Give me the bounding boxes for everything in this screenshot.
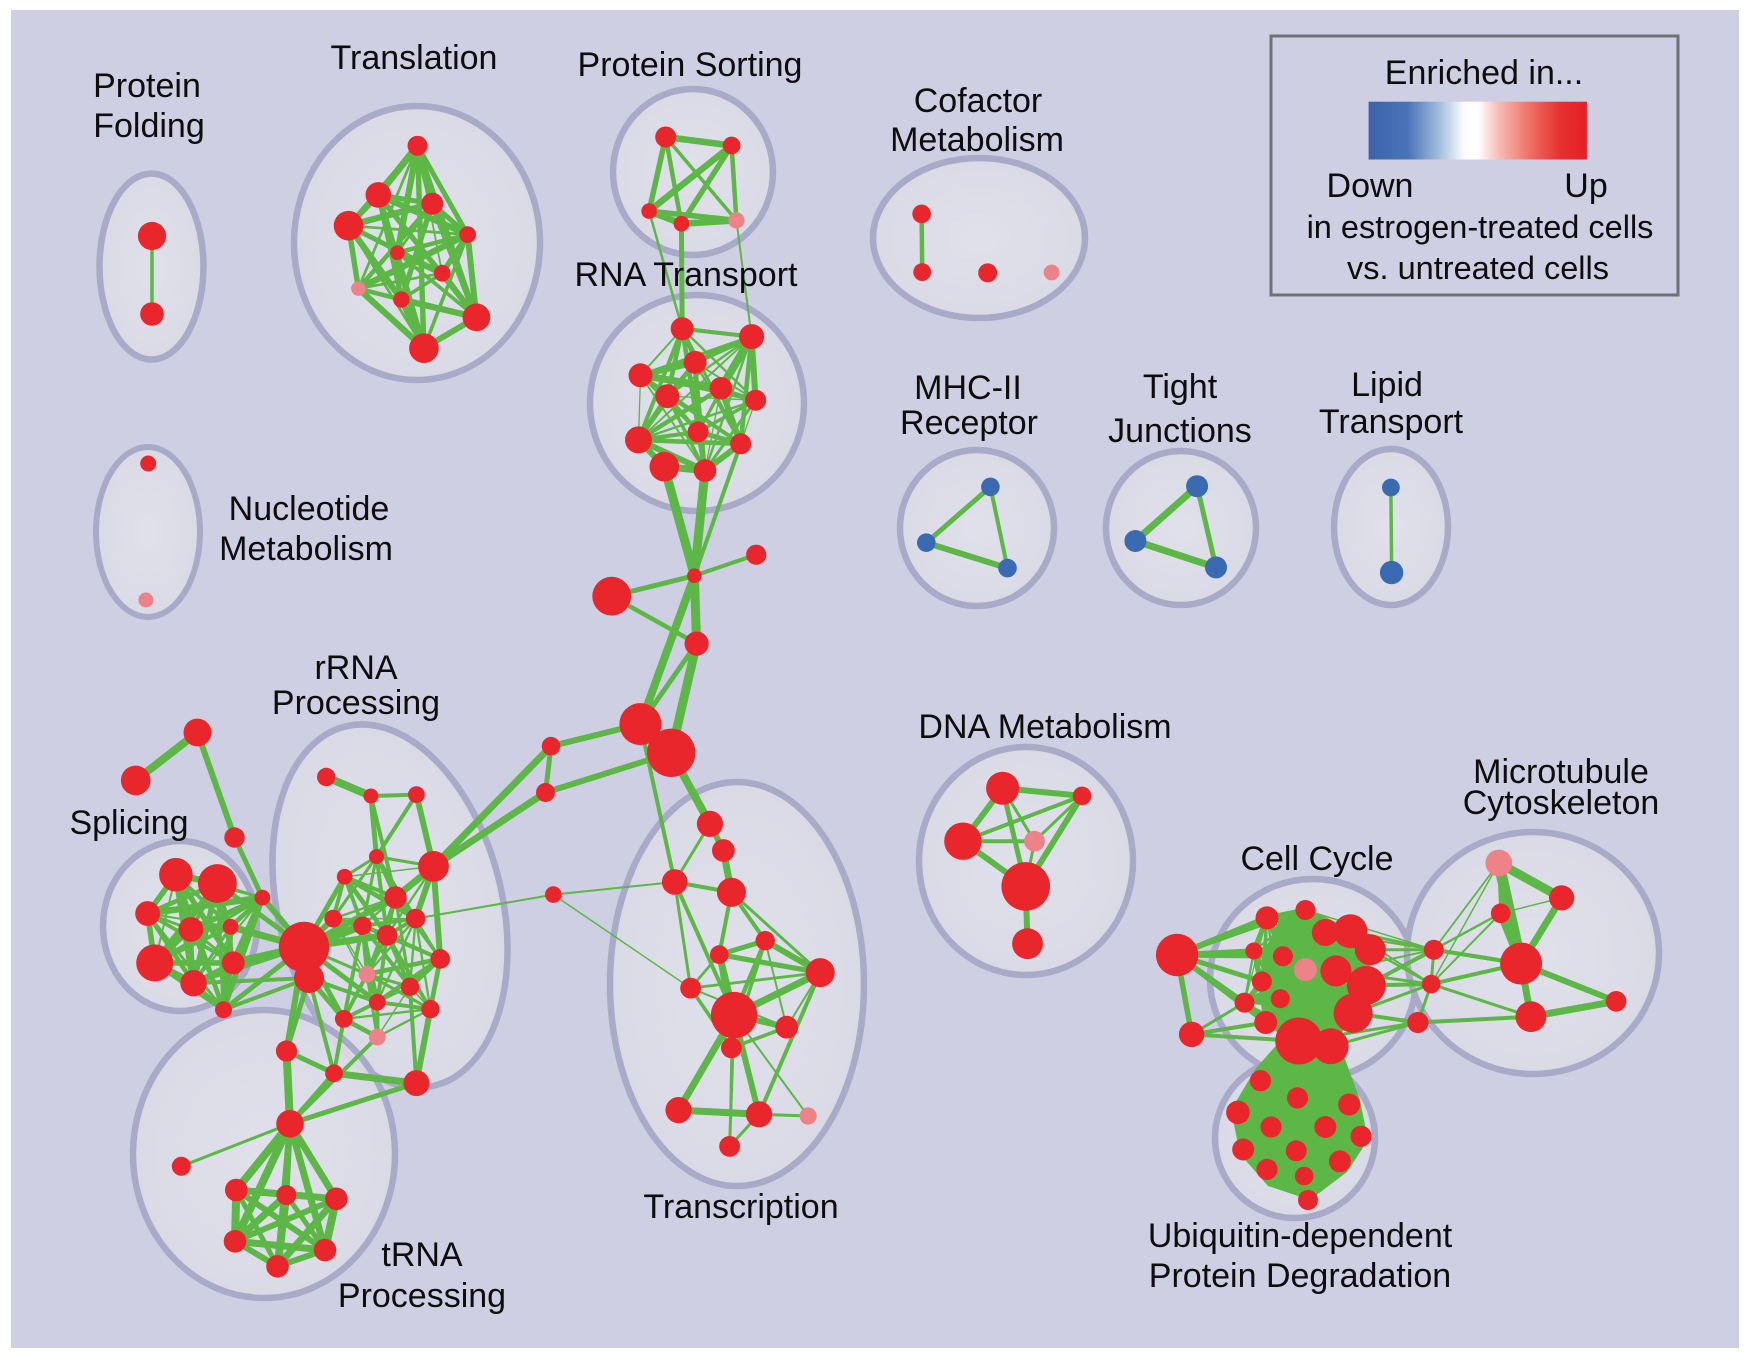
svg-text:Transport: Transport (1319, 403, 1464, 441)
svg-text:Processing: Processing (272, 684, 440, 722)
svg-text:Metabolism: Metabolism (219, 530, 393, 568)
svg-text:Up: Up (1564, 167, 1607, 205)
svg-text:Tight: Tight (1143, 368, 1218, 406)
svg-text:Enriched in...: Enriched in... (1385, 54, 1583, 92)
svg-text:Lipid: Lipid (1351, 366, 1423, 404)
svg-text:RNA Transport: RNA Transport (575, 256, 799, 294)
svg-text:tRNA: tRNA (381, 1236, 463, 1274)
svg-text:Translation: Translation (331, 39, 498, 77)
svg-text:Transcription: Transcription (643, 1188, 838, 1226)
svg-text:Down: Down (1327, 167, 1414, 205)
svg-text:Metabolism: Metabolism (890, 121, 1064, 159)
svg-text:Receptor: Receptor (900, 404, 1038, 442)
svg-text:Protein Sorting: Protein Sorting (578, 46, 803, 84)
svg-text:Protein Degradation: Protein Degradation (1149, 1257, 1451, 1295)
svg-text:Cell Cycle: Cell Cycle (1240, 840, 1393, 878)
svg-text:Ubiquitin-dependent: Ubiquitin-dependent (1148, 1217, 1453, 1255)
svg-text:Nucleotide: Nucleotide (229, 490, 390, 528)
svg-text:Processing: Processing (338, 1277, 506, 1315)
svg-text:vs. untreated cells: vs. untreated cells (1347, 250, 1609, 286)
svg-text:rRNA: rRNA (314, 649, 397, 687)
svg-text:in estrogen-treated cells: in estrogen-treated cells (1307, 209, 1654, 245)
svg-text:Cytoskeleton: Cytoskeleton (1463, 784, 1660, 822)
svg-text:Splicing: Splicing (69, 804, 188, 842)
svg-text:Microtubule: Microtubule (1473, 753, 1649, 791)
svg-text:MHC-II: MHC-II (914, 369, 1022, 407)
svg-text:DNA Metabolism: DNA Metabolism (918, 708, 1171, 746)
svg-text:Folding: Folding (93, 107, 205, 145)
svg-text:Cofactor: Cofactor (914, 82, 1043, 120)
svg-text:Protein: Protein (93, 67, 201, 105)
svg-text:Junctions: Junctions (1108, 412, 1252, 450)
